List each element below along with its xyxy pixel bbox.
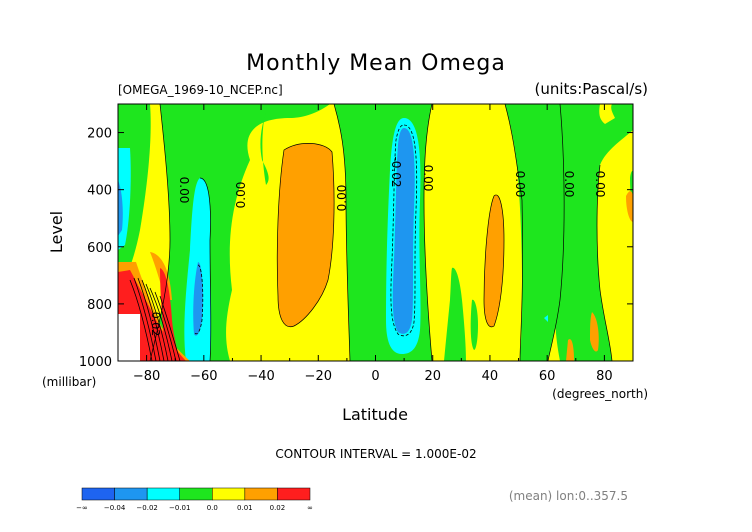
colorbar-swatch — [179, 487, 213, 501]
colorbar-swatch — [277, 487, 311, 501]
x-unit-label: (degrees_north) — [552, 387, 648, 401]
colorbar-label: −0.01 — [169, 504, 190, 512]
colorbar-label: ∞ — [307, 504, 313, 512]
x-tick-label: −40 — [247, 369, 274, 384]
colorbar-label: 0.01 — [237, 504, 253, 512]
x-tick-label: −20 — [305, 369, 332, 384]
contour-label: 0.00 — [335, 185, 349, 212]
field-orange-region — [484, 194, 504, 327]
field-green-region — [505, 104, 565, 361]
field-orange-region — [277, 143, 335, 327]
zero-contour-lines — [193, 124, 418, 337]
colorbar-swatch — [212, 487, 246, 501]
x-axis: −80 −60 −40 −20 0 20 40 60 80 — [117, 104, 634, 384]
field-blue-region — [118, 180, 123, 236]
colorbar-swatch — [114, 487, 148, 501]
x-tick-label: 0 — [371, 369, 379, 384]
field-orange-region — [626, 191, 633, 222]
mean-note: (mean) lon:0..357.5 — [509, 489, 628, 503]
colorbar-swatch — [244, 487, 278, 501]
colorbar-label: 0.02 — [270, 504, 286, 512]
field-blue-region — [193, 262, 203, 336]
contour-label: 0.02 — [149, 312, 162, 337]
y-tick-label: 400 — [87, 184, 112, 199]
field-green-region — [444, 267, 466, 361]
y-tick-label: 600 — [87, 241, 112, 256]
x-tick-label: −60 — [190, 369, 217, 384]
colorbar-label: −0.04 — [104, 504, 126, 512]
y-tick-label: 1000 — [79, 355, 112, 370]
field-blue-region — [392, 128, 415, 334]
colorbar-label: 0.0 — [207, 504, 218, 512]
solid-contour-lines — [149, 104, 613, 361]
chart-title: Monthly Mean Omega — [246, 51, 506, 76]
y-axis-label: Level — [47, 211, 66, 253]
contour-interval-text: CONTOUR INTERVAL = 1.000E-02 — [275, 447, 476, 461]
contour-field: 0.00 0.00 0.00 -0.02 0.00 0.00 0.00 0.00… — [118, 104, 633, 361]
x-axis-label: Latitude — [342, 405, 408, 424]
contour-label: 0.00 — [177, 177, 191, 204]
x-tick-label: −80 — [133, 369, 160, 384]
dense-contour-lines — [129, 277, 181, 361]
units-label: (units:Pascal/s) — [535, 80, 649, 98]
colorbar-label: −0.02 — [136, 504, 157, 512]
colorbar-label: −∞ — [76, 504, 88, 512]
x-tick-label: 80 — [596, 369, 613, 384]
field-green-region — [470, 299, 478, 350]
contour-label: 0.00 — [593, 171, 607, 198]
field-green-region — [548, 104, 633, 361]
contour-label: -0.02 — [389, 156, 403, 187]
field-orange-region — [590, 312, 599, 352]
colorbar-swatch — [146, 487, 180, 501]
file-label: [OMEGA_1969-10_NCEP.nc] — [118, 83, 283, 97]
contour-label-group: 0.00 0.00 0.00 -0.02 0.00 0.00 0.00 0.00… — [149, 156, 607, 336]
colorbar-swatch — [81, 487, 115, 501]
contour-label: 0.00 — [562, 171, 576, 198]
missing-data-block — [118, 314, 140, 361]
y-unit-label: (millibar) — [42, 375, 96, 389]
x-tick-label: 40 — [482, 369, 499, 384]
y-tick-label: 800 — [87, 298, 112, 313]
colorbar: −∞ −0.04 −0.02 −0.01 0.0 0.01 0.02 ∞ — [76, 487, 313, 512]
y-tick-label: 200 — [87, 127, 112, 142]
y-axis: 200 400 600 800 1000 — [79, 127, 633, 370]
x-tick-label: 20 — [424, 369, 441, 384]
contour-label: 0.00 — [234, 182, 248, 209]
field-cyan-region — [544, 315, 548, 322]
field-orange-region — [566, 339, 574, 361]
contour-label: 0.00 — [513, 171, 527, 198]
x-tick-label: 60 — [539, 369, 556, 384]
field-green-region — [260, 104, 270, 185]
contour-label: 0.00 — [421, 165, 435, 192]
